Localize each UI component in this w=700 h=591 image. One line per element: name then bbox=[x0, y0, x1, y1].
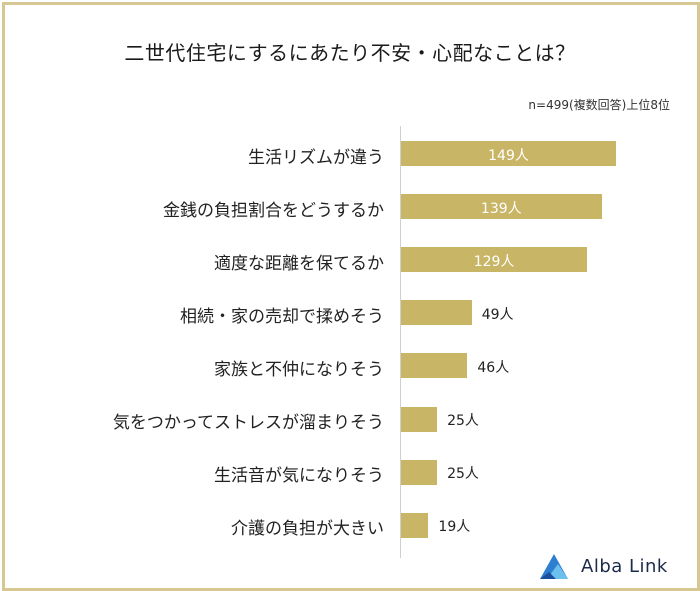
chart-title: 二世代住宅にするにあたり不安・心配なことは？ bbox=[124, 41, 576, 65]
category-label: 介護の負担が大きい bbox=[231, 519, 384, 540]
category-axis-line bbox=[400, 126, 401, 558]
category-label: 生活リズムが違う bbox=[248, 147, 384, 168]
data-label: 149人 bbox=[488, 147, 529, 164]
data-label: 139人 bbox=[480, 200, 522, 217]
bar bbox=[401, 353, 468, 379]
category-label: 気をつかってストレスが溜まりそう bbox=[112, 413, 384, 433]
bar bbox=[401, 459, 438, 485]
bar bbox=[401, 512, 429, 538]
bar bbox=[401, 194, 602, 220]
data-label: 46人 bbox=[477, 359, 510, 376]
category-label: 生活音が気になりそう bbox=[214, 466, 384, 487]
category-label: 金銭の負担割合をどうするか bbox=[163, 200, 384, 221]
alba-link-logo-icon bbox=[540, 554, 568, 579]
bar bbox=[401, 406, 438, 432]
bar bbox=[401, 247, 588, 273]
data-label: 19人 bbox=[438, 519, 471, 536]
data-label: 129人 bbox=[473, 253, 515, 270]
bar bbox=[401, 141, 616, 166]
data-label: 49人 bbox=[481, 306, 514, 323]
sample-note: n=499(複数回答)上位8位 bbox=[528, 98, 670, 112]
data-label: 25人 bbox=[447, 413, 479, 429]
category-label: 家族と不仲になりそう bbox=[214, 359, 384, 380]
category-label: 適度な距離を保てるか bbox=[214, 253, 384, 274]
brand-name: Alba Link bbox=[581, 556, 668, 577]
data-label: 25人 bbox=[447, 466, 479, 483]
bar bbox=[401, 300, 472, 326]
category-label: 相続・家の売却で揉めそう bbox=[180, 306, 384, 327]
